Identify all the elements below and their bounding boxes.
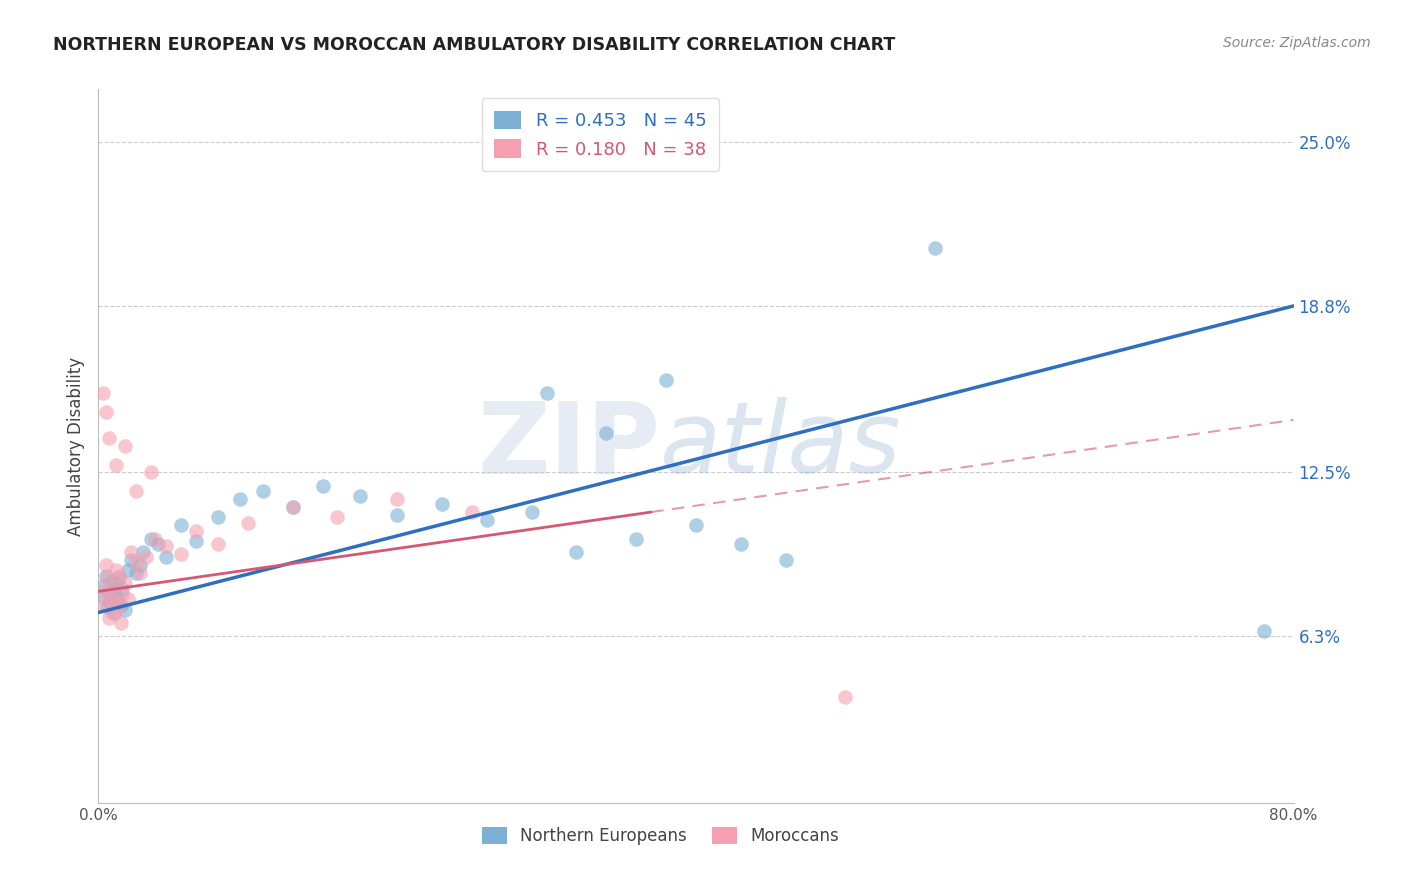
Point: [117, 592, 139, 607]
Point: [104, 606, 127, 620]
Point: [94, 558, 117, 572]
Point: [311, 478, 333, 492]
Point: [105, 458, 128, 472]
Point: [94, 404, 117, 418]
Point: [97, 431, 120, 445]
Point: [207, 510, 229, 524]
Point: [93, 598, 115, 612]
Point: [103, 595, 125, 609]
Point: [626, 532, 648, 546]
Point: [349, 489, 371, 503]
Point: [655, 373, 678, 387]
Point: [461, 505, 484, 519]
Y-axis label: Ambulatory Disability: Ambulatory Disability: [66, 357, 84, 535]
Point: [143, 532, 166, 546]
Point: [114, 439, 136, 453]
Point: [132, 545, 155, 559]
Point: [148, 537, 170, 551]
Point: [97, 584, 120, 599]
Point: [125, 555, 148, 569]
Point: [184, 534, 207, 549]
Point: [595, 425, 617, 440]
Point: [97, 611, 120, 625]
Point: [520, 505, 543, 519]
Point: [229, 491, 252, 506]
Text: ZIP: ZIP: [477, 398, 661, 494]
Point: [107, 600, 129, 615]
Point: [184, 524, 207, 538]
Point: [475, 513, 498, 527]
Point: [120, 545, 142, 559]
Point: [125, 483, 148, 498]
Point: [111, 587, 134, 601]
Point: [107, 592, 129, 607]
Point: [104, 587, 127, 601]
Point: [110, 598, 132, 612]
Point: [155, 549, 177, 564]
Point: [105, 576, 128, 591]
Point: [96, 600, 118, 615]
Text: Source: ZipAtlas.com: Source: ZipAtlas.com: [1223, 36, 1371, 50]
Point: [536, 386, 558, 401]
Point: [93, 590, 115, 604]
Point: [129, 566, 152, 580]
Point: [110, 616, 132, 631]
Point: [125, 566, 148, 580]
Point: [565, 545, 588, 559]
Point: [91, 386, 114, 401]
Point: [108, 571, 131, 585]
Point: [730, 537, 752, 551]
Point: [94, 568, 117, 582]
Point: [111, 582, 134, 596]
Point: [101, 579, 124, 593]
Point: [96, 571, 118, 585]
Point: [105, 563, 128, 577]
Point: [114, 576, 136, 591]
Point: [252, 483, 274, 498]
Point: [775, 552, 797, 566]
Text: atlas: atlas: [661, 398, 901, 494]
Point: [129, 558, 152, 572]
Point: [139, 466, 162, 480]
Point: [103, 606, 125, 620]
Point: [924, 241, 946, 255]
Point: [169, 518, 191, 533]
Text: NORTHERN EUROPEAN VS MOROCCAN AMBULATORY DISABILITY CORRELATION CHART: NORTHERN EUROPEAN VS MOROCCAN AMBULATORY…: [53, 36, 896, 54]
Point: [155, 540, 177, 554]
Point: [114, 603, 136, 617]
Point: [326, 510, 349, 524]
Point: [281, 500, 304, 514]
Point: [236, 516, 259, 530]
Point: [139, 532, 162, 546]
Legend: Northern Europeans, Moroccans: Northern Europeans, Moroccans: [475, 820, 845, 852]
Point: [135, 549, 157, 564]
Point: [834, 690, 856, 704]
Point: [117, 563, 139, 577]
Point: [685, 518, 707, 533]
Point: [120, 552, 142, 566]
Point: [430, 497, 453, 511]
Point: [207, 537, 229, 551]
Point: [98, 590, 122, 604]
Point: [169, 547, 191, 561]
Point: [108, 568, 131, 582]
Point: [91, 579, 114, 593]
Point: [385, 508, 409, 522]
Point: [1253, 624, 1275, 638]
Point: [101, 574, 124, 588]
Point: [98, 595, 122, 609]
Point: [281, 500, 304, 514]
Point: [91, 584, 114, 599]
Point: [385, 491, 409, 506]
